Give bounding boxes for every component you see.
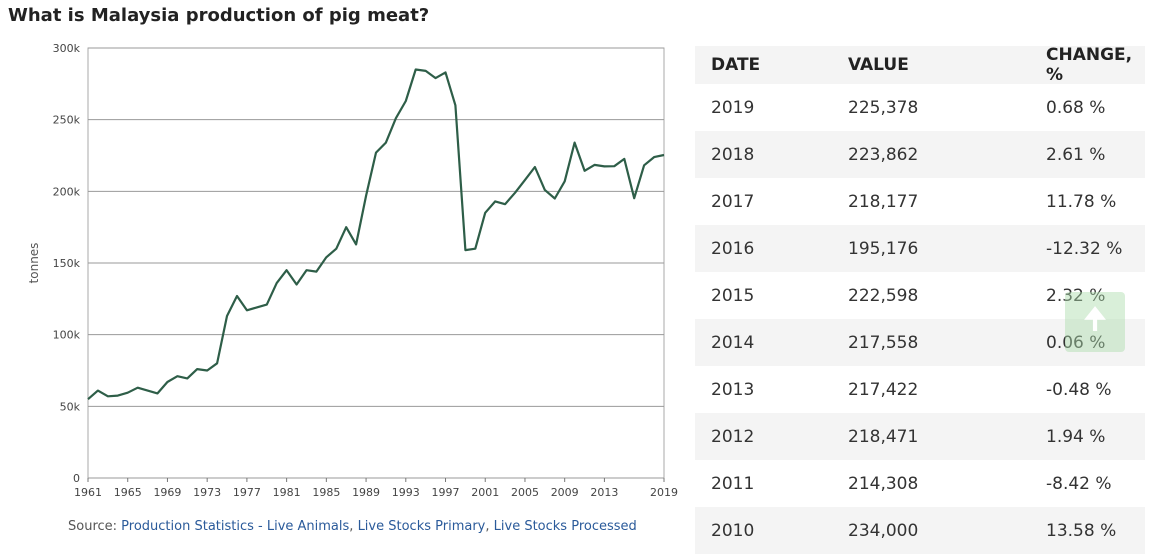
cell-date: 2018	[711, 144, 755, 165]
y-tick-label: 0	[73, 472, 80, 485]
x-tick-label: 1997	[432, 486, 460, 499]
table-row: 2015 222,598 2.32 %	[695, 272, 1145, 319]
x-tick-label: 2009	[551, 486, 579, 499]
x-tick-label: 1977	[233, 486, 261, 499]
cell-change: 1.94 %	[1046, 426, 1106, 447]
cell-date: 2016	[711, 238, 755, 259]
table-row: 2012 218,471 1.94 %	[695, 413, 1145, 460]
x-tick-label: 1989	[352, 486, 380, 499]
cell-date: 2012	[711, 426, 755, 447]
x-tick-label: 2013	[590, 486, 618, 499]
x-tick-label: 1965	[114, 486, 142, 499]
cell-change: 2.61 %	[1046, 144, 1106, 165]
cell-value: 217,558	[848, 332, 919, 353]
x-tick-label: 1973	[193, 486, 221, 499]
series-line	[87, 68, 665, 401]
cell-change: -0.48 %	[1046, 379, 1112, 400]
x-tick-label: 1985	[312, 486, 340, 499]
cell-change: 2.32 %	[1046, 285, 1106, 306]
y-tick-labels: 0 50k 100k 150k 200k 250k 300k	[53, 42, 81, 485]
cell-date: 2010	[711, 520, 755, 541]
cell-value: 195,176	[848, 238, 919, 259]
x-tick-label: 1969	[153, 486, 181, 499]
line-chart: 0 50k 100k 150k 200k 250k 300k 1961 1965 1969 197…	[27, 42, 678, 499]
table-header: DATE VALUE CHANGE, %	[695, 45, 1145, 85]
cell-change: 0.06 %	[1046, 332, 1106, 353]
cell-value: 218,177	[848, 191, 919, 212]
cell-value: 222,598	[848, 285, 919, 306]
y-tick-label: 200k	[53, 185, 81, 198]
cell-value: 234,000	[848, 520, 919, 541]
y-tick-label: 150k	[53, 257, 81, 270]
cell-date: 2019	[711, 97, 755, 118]
x-tick-label: 2001	[471, 486, 499, 499]
cell-value: 223,862	[848, 144, 919, 165]
y-tick-label: 250k	[53, 114, 81, 127]
cell-change: 11.78 %	[1046, 191, 1117, 212]
cell-value: 214,308	[848, 473, 919, 494]
cell-change: 13.58 %	[1046, 520, 1117, 541]
source-link-live-stocks-primary[interactable]: Live Stocks Primary	[357, 519, 486, 534]
header-date[interactable]: DATE	[711, 55, 761, 75]
cell-value: 218,471	[848, 426, 919, 447]
grid-lines	[87, 47, 665, 479]
x-tick-label: 1993	[392, 486, 420, 499]
source-line: Source: Production Statistics - Live Ani…	[68, 519, 637, 534]
table-row: 2018 223,862 2.61 %	[695, 131, 1145, 178]
source-prefix: Source:	[68, 519, 122, 534]
cell-date: 2013	[711, 379, 755, 400]
cell-date: 2017	[711, 191, 755, 212]
cell-value: 225,378	[848, 97, 919, 118]
table-row: 2017 218,177 11.78 %	[695, 178, 1145, 225]
x-tick-label: 1961	[74, 486, 102, 499]
y-tick-label: 300k	[53, 42, 81, 55]
cell-change: -8.42 %	[1046, 473, 1112, 494]
page-title: What is Malaysia production of pig meat?	[8, 5, 430, 26]
x-tick-label: 2005	[511, 486, 539, 499]
y-tick-label: 100k	[53, 329, 81, 342]
scroll-to-top-button[interactable]: 🠉	[1065, 292, 1125, 352]
cell-change: 0.68 %	[1046, 97, 1106, 118]
y-axis-label: tonnes	[27, 243, 41, 284]
up-arrow-icon: 🠉	[1082, 301, 1108, 337]
table-row: 2010 234,000 13.58 %	[695, 507, 1145, 554]
source-link-live-stocks-processed[interactable]: Live Stocks Processed	[493, 519, 637, 534]
table-row: 2013 217,422 -0.48 %	[695, 366, 1145, 413]
cell-date: 2014	[711, 332, 755, 353]
table-row: 2019 225,378 0.68 %	[695, 84, 1145, 131]
x-tick-label: 1981	[273, 486, 301, 499]
table-row: 2014 217,558 0.06 %	[695, 319, 1145, 366]
table-row: 2016 195,176 -12.32 %	[695, 225, 1145, 272]
y-tick-label: 50k	[60, 400, 81, 413]
header-change[interactable]: CHANGE, %	[1046, 45, 1133, 85]
header-value[interactable]: VALUE	[848, 55, 909, 75]
source-link-live-animals[interactable]: Production Statistics - Live Animals	[121, 519, 350, 534]
cell-date: 2011	[711, 473, 755, 494]
x-tick-labels: 1961 1965 1969 1973 1977 1981 1985 1989 1993 1997…	[74, 478, 678, 499]
data-table: DATE VALUE CHANGE, % 2019 225,378 0.68 %…	[695, 45, 1145, 554]
table-row: 2011 214,308 -8.42 %	[695, 460, 1145, 507]
x-tick-label: 2019	[650, 486, 678, 499]
cell-value: 217,422	[848, 379, 919, 400]
cell-date: 2015	[711, 285, 755, 306]
cell-change: -12.32 %	[1046, 238, 1123, 259]
series-line-layer	[87, 68, 665, 401]
